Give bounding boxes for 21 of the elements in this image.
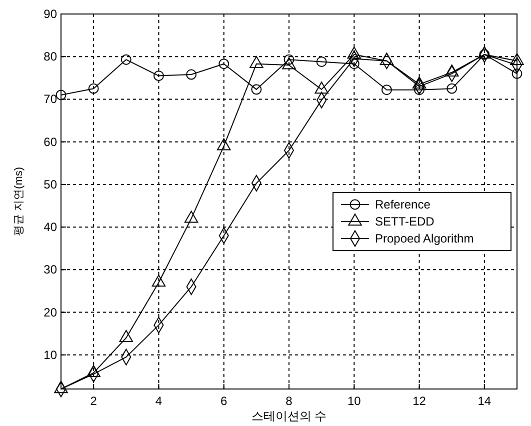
x-tick-label: 14 — [478, 394, 492, 408]
y-tick-label: 50 — [44, 177, 58, 192]
y-tick-label: 60 — [44, 134, 58, 149]
legend-label: Reference — [375, 198, 431, 212]
y-axis-title: 평균 지연(ms) — [13, 166, 25, 236]
x-tick-label: 4 — [155, 394, 162, 408]
x-tick-label: 8 — [286, 394, 293, 408]
y-tick-label: 30 — [44, 262, 58, 277]
y-tick-label: 70 — [44, 92, 58, 106]
y-tick-label: 90 — [44, 7, 58, 21]
legend-label: SETT-EDD — [375, 214, 435, 228]
y-tick-label: 10 — [44, 348, 58, 362]
x-tick-label: 10 — [347, 394, 362, 408]
x-axis-title: 스테이션의 수 — [251, 409, 327, 423]
y-tick-label: 20 — [44, 305, 58, 320]
y-tick-label: 80 — [44, 50, 58, 64]
x-tick-label: 6 — [220, 394, 228, 408]
x-tick-label: 12 — [412, 394, 426, 408]
legend-label: Propoed Algorithm — [375, 232, 474, 246]
x-tick-label: 2 — [90, 394, 98, 408]
y-tick-label: 40 — [44, 220, 58, 234]
